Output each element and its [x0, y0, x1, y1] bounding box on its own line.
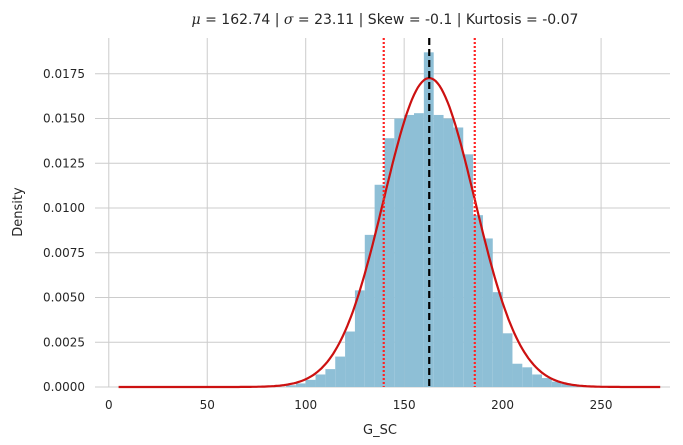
histogram-bar: [512, 363, 523, 387]
x-tick-label: 50: [200, 398, 215, 412]
histogram-bar: [561, 383, 572, 387]
title-sigma-value: = 23.11: [293, 12, 354, 28]
x-tick-label: 250: [590, 398, 613, 412]
y-axis-label: Density: [11, 187, 26, 237]
title-separator: |: [270, 12, 284, 28]
x-tick-label: 200: [491, 398, 514, 412]
histogram-bar: [433, 114, 444, 387]
y-tick-label: 0.0175: [43, 67, 85, 81]
histogram-bar: [532, 374, 543, 387]
x-axis-label: G_SC: [363, 423, 397, 438]
normal-distribution-curve: [118, 76, 661, 389]
y-tick-label: 0.0125: [43, 156, 85, 170]
histogram-bars: [286, 52, 592, 388]
histogram-bar: [325, 369, 336, 387]
histogram-bar: [364, 234, 375, 387]
reference-lines: [382, 38, 476, 387]
histogram-bar: [482, 238, 493, 387]
histogram-bar: [463, 154, 474, 387]
histogram-bar: [551, 381, 562, 387]
histogram-bar: [315, 374, 326, 387]
grid-lines: [95, 38, 670, 388]
histogram-bar: [502, 333, 513, 387]
x-tick-label: 100: [294, 398, 317, 412]
x-tick-label: 150: [393, 398, 416, 412]
histogram-bar: [335, 356, 346, 387]
x-axis-ticks: 0 50 100 150 200 250: [105, 398, 613, 412]
y-tick-label: 0.0000: [43, 380, 85, 394]
histogram-bar: [286, 385, 296, 387]
histogram-bar: [345, 331, 355, 387]
histogram-bar: [354, 290, 365, 387]
title-stats: | Skew = -0.1 | Kurtosis = -0.07: [354, 12, 578, 28]
histogram-bar: [473, 215, 483, 387]
title-sigma-symbol: σ: [284, 12, 294, 28]
histogram-bar: [414, 113, 424, 388]
histogram-bar: [542, 378, 552, 387]
y-tick-label: 0.0100: [43, 201, 85, 215]
histogram-bar: [305, 379, 316, 387]
y-tick-label: 0.0150: [43, 112, 85, 126]
y-axis-ticks: 0.0000 0.0025 0.0050 0.0075 0.0100 0.0125 0.01…: [43, 67, 85, 394]
histogram-bar: [443, 118, 454, 388]
histogram-bar: [404, 114, 415, 387]
y-tick-label: 0.0075: [43, 246, 85, 260]
title-mu-symbol: μ: [192, 12, 201, 28]
histogram-bar: [295, 383, 306, 387]
histogram-bar: [394, 118, 405, 388]
chart-title: μ = 162.74 | σ = 23.11 | Skew = -0.1 | K…: [192, 12, 579, 28]
histogram-bar: [384, 138, 395, 387]
x-tick-label: 0: [105, 398, 113, 412]
histogram-bar: [522, 367, 533, 387]
y-tick-label: 0.0050: [43, 291, 85, 305]
plot-area: [95, 38, 670, 389]
histogram-bar: [492, 292, 503, 387]
title-mu-value: = 162.74: [201, 12, 271, 28]
y-tick-label: 0.0025: [43, 335, 85, 349]
histogram-bar: [453, 127, 464, 387]
histogram-bar: [374, 184, 385, 387]
